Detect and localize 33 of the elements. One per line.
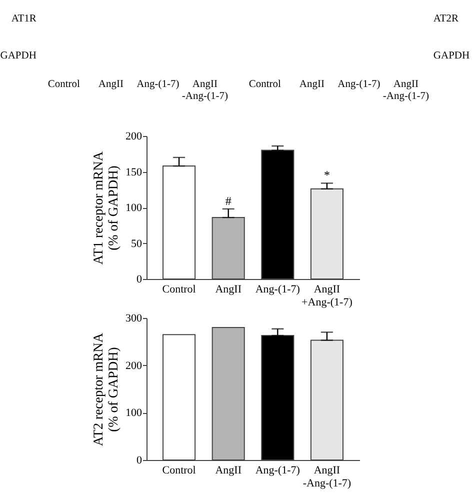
y-tick-label: 300 — [126, 312, 142, 324]
category-label: AT2R — [433, 14, 459, 24]
category-label: AngII -Ang-(1-7) — [382, 79, 430, 102]
category-label: Ang-(1-7) — [136, 79, 180, 90]
category-label: AngII — [299, 79, 325, 90]
y-tick-label: 50 — [131, 238, 142, 250]
x-tick-label: AngII — [215, 284, 242, 296]
y-tick-label: 100 — [126, 202, 142, 214]
category-label: Ang-(1-7) — [338, 79, 381, 90]
category-label: GAPDH — [0, 50, 36, 62]
y-axis-title: AT2 receptor mRNA (% of GAPDH) — [90, 332, 120, 446]
category-label: AngII — [98, 79, 124, 90]
y-tick-label: 0 — [136, 454, 142, 466]
x-tick-label: Ang-(1-7) — [255, 464, 300, 476]
y-tick-label: 0 — [136, 274, 142, 286]
x-tick-label: Control — [162, 284, 196, 296]
category-label: Control — [248, 79, 282, 90]
category-label: AngII -Ang-(1-7) — [182, 79, 228, 102]
y-axis-title: AT1 receptor mRNA (% of GAPDH) — [90, 151, 120, 265]
x-tick-label: AngII +Ang-(1-7) — [302, 284, 353, 308]
y-tick-label: 200 — [126, 130, 142, 142]
category-label: AT1R — [11, 14, 36, 24]
x-tick-label: Control — [162, 464, 196, 476]
annotation: # — [225, 194, 232, 208]
y-tick-label: 100 — [126, 407, 142, 420]
x-tick-label: AngII — [215, 464, 242, 476]
x-tick-label: Ang-(1-7) — [255, 284, 300, 296]
category-label: GAPDH — [433, 50, 470, 62]
y-tick-label: 150 — [126, 166, 142, 178]
category-label: Control — [48, 79, 80, 90]
annotation: * — [324, 168, 330, 182]
y-tick-label: 200 — [126, 360, 142, 372]
x-tick-label: AngII -Ang-(1-7) — [302, 464, 352, 490]
